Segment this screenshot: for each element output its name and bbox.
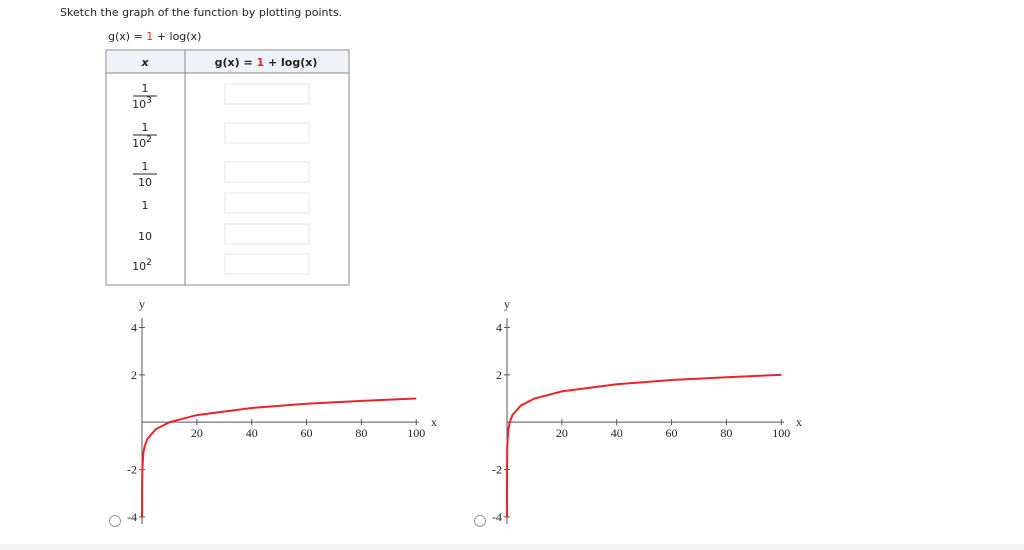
x-value: 1 xyxy=(142,199,149,212)
y-tick-label: 2 xyxy=(496,368,502,382)
header-g: g(x) = 1 + log(x) xyxy=(215,56,318,69)
x-tick-label: 20 xyxy=(191,426,203,440)
x-value: 102 xyxy=(132,135,152,150)
x-exponent: 3 xyxy=(146,96,152,106)
x-tick-label: 80 xyxy=(355,426,367,440)
answer-radio[interactable] xyxy=(474,515,486,527)
answer-input[interactable] xyxy=(224,223,310,245)
x-base: 10 xyxy=(138,176,152,189)
x-base: 10 xyxy=(138,230,152,243)
answer-input[interactable] xyxy=(224,122,310,144)
x-axis-label: x xyxy=(431,415,437,429)
x-value: 10 xyxy=(138,230,152,243)
fn-rest: + log(x) xyxy=(153,30,201,43)
y-tick-label: 4 xyxy=(131,320,137,334)
x-tick-label: 40 xyxy=(611,426,623,440)
y-tick-label: 4 xyxy=(496,320,502,334)
y-tick-label: -2 xyxy=(492,463,502,477)
y-tick-label: -4 xyxy=(127,510,137,524)
header-g-constant: 1 xyxy=(257,56,265,69)
fn-name: g(x) = xyxy=(108,30,146,43)
answer-radio[interactable] xyxy=(109,515,121,527)
answer-input[interactable] xyxy=(224,253,310,275)
x-base: 10 xyxy=(132,98,146,111)
fn-constant: 1 xyxy=(146,30,153,43)
x-numerator: 1 xyxy=(142,121,149,134)
x-numerator: 1 xyxy=(142,160,149,173)
y-axis-label: y xyxy=(139,297,145,311)
x-tick-label: 100 xyxy=(772,426,790,440)
x-tick-label: 100 xyxy=(407,426,425,440)
answer-input[interactable] xyxy=(224,161,310,183)
curve xyxy=(141,397,417,517)
x-axis-label: x xyxy=(796,415,802,429)
bottom-band xyxy=(0,544,1024,550)
question: Sketch the graph of the function by plot… xyxy=(60,6,342,19)
x-value: 103 xyxy=(132,96,152,111)
header-g-rest: + log(x) xyxy=(264,56,317,69)
x-tick-label: 80 xyxy=(720,426,732,440)
answer-input[interactable] xyxy=(224,83,310,105)
table-header-bg xyxy=(107,51,348,73)
function-label: g(x) = 1 + log(x) xyxy=(108,30,201,43)
x-exponent: 2 xyxy=(146,135,152,145)
curve xyxy=(506,373,782,517)
x-value: 102 xyxy=(132,258,152,273)
x-exponent: 2 xyxy=(146,258,152,268)
x-tick-label: 60 xyxy=(666,426,678,440)
x-base: 1 xyxy=(142,199,149,212)
answer-input[interactable] xyxy=(224,192,310,214)
y-axis-label: y xyxy=(504,297,510,311)
y-tick-label: -2 xyxy=(127,463,137,477)
x-value: 10 xyxy=(138,176,152,189)
x-tick-label: 60 xyxy=(301,426,313,440)
x-base: 10 xyxy=(132,260,146,273)
header-x: x xyxy=(140,56,149,69)
x-tick-label: 20 xyxy=(556,426,568,440)
x-numerator: 1 xyxy=(142,82,149,95)
y-tick-label: -4 xyxy=(492,510,502,524)
header-g-name: g(x) = xyxy=(215,56,257,69)
x-base: 10 xyxy=(132,137,146,150)
y-tick-label: 2 xyxy=(131,368,137,382)
x-tick-label: 40 xyxy=(246,426,258,440)
